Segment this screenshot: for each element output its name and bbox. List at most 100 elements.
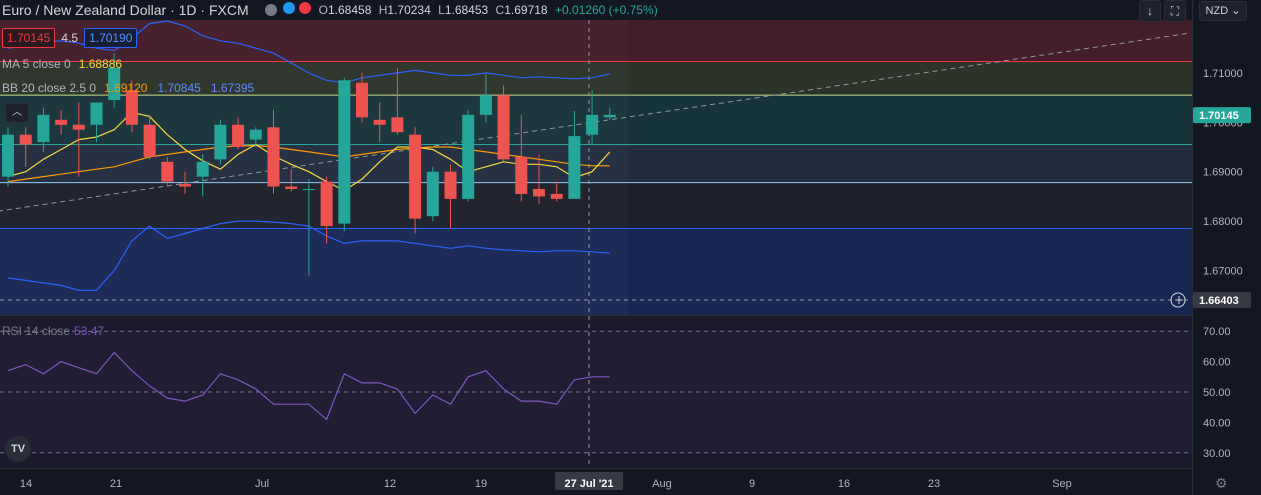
status-dot-3[interactable] (298, 2, 311, 14)
price-tick-label: 1.69000 (1203, 167, 1243, 179)
candle-body (55, 119, 68, 125)
zone-band (0, 20, 1192, 62)
candle-body (143, 124, 156, 157)
candle-body (550, 193, 563, 199)
candle-body (444, 171, 457, 199)
candle-body (515, 156, 528, 194)
bb-upper-value: 1.70845 (157, 81, 201, 95)
high-value: 1.70234 (387, 3, 431, 17)
rsi-tick-label: 50.00 (1203, 387, 1231, 399)
open-label: O (318, 3, 328, 17)
candle-body (426, 171, 439, 217)
close-value: 1.69718 (504, 3, 548, 17)
status-dot-2[interactable] (282, 2, 295, 14)
low-label: L (438, 3, 445, 17)
candle-body (338, 80, 351, 224)
zone-band (0, 228, 1192, 315)
zone-band (0, 61, 1192, 96)
rsi-tick-label: 30.00 (1203, 448, 1231, 460)
time-tick-label: 16 (838, 478, 850, 490)
candle-body (179, 184, 191, 187)
candle-body (462, 114, 475, 199)
candle-body (108, 67, 121, 101)
bb-upper-line (7, 20, 610, 84)
candle-body (285, 186, 298, 189)
settings-gear-icon[interactable]: ⚙ (1215, 475, 1228, 491)
price-tick-label: 1.71000 (1203, 68, 1243, 80)
zone-band (0, 182, 1192, 229)
collapse-legend-icon[interactable]: ︿ (5, 103, 29, 123)
tradingview-logo-icon[interactable]: TV (5, 436, 31, 462)
low-value: 1.68453 (444, 3, 489, 17)
logo-text: TV (10, 443, 26, 455)
crosshair-price-label: 1.66403 (1199, 295, 1239, 307)
buy-button[interactable]: 1.70190 (84, 28, 138, 48)
bb-legend-label: BB 20 close 2.5 0 (2, 81, 97, 95)
candle-body (302, 188, 315, 190)
price-axis-bg (1193, 0, 1261, 495)
rsi-tick-label: 70.00 (1203, 326, 1231, 338)
candle-body (320, 181, 333, 227)
rsi-tick-label: 40.00 (1203, 417, 1231, 429)
candle-body (267, 127, 280, 187)
change-value: +0.01260 (+0.75%) (554, 3, 658, 17)
candle-body (90, 102, 103, 125)
candle-body (37, 114, 50, 143)
close-label: C (495, 3, 505, 17)
fullscreen-icon[interactable]: ⛶ (1164, 0, 1186, 22)
time-tick-label: 19 (475, 478, 487, 490)
candle-body (232, 124, 245, 147)
candle-body (391, 117, 404, 133)
candle-body (409, 134, 422, 219)
time-tick-label: 14 (20, 478, 32, 490)
bb-legend[interactable]: BB 20 close 2.5 0 1.69120 1.70845 1.6739… (2, 81, 256, 95)
time-tick-label: 12 (384, 478, 396, 490)
candle-body (249, 129, 262, 140)
ma-legend-value: 1.68886 (78, 57, 123, 71)
ma-legend-label: MA 5 close 0 (2, 57, 71, 71)
rsi-band (0, 331, 1192, 453)
crosshair-price-box (1193, 292, 1251, 309)
rsi-legend-value: 53.47 (74, 324, 105, 338)
time-tick-label: 23 (928, 478, 940, 490)
currency-select[interactable]: NZD ⌄ (1199, 1, 1247, 21)
candle-body (533, 188, 545, 197)
status-dots (262, 2, 311, 18)
order-panel: 1.70145 4.5 1.70190 (2, 28, 138, 48)
time-tick-label: Aug (652, 478, 672, 490)
crosshair-date-label: 27 Jul '21 (564, 478, 613, 490)
time-tick-label: 21 (110, 478, 122, 490)
candle-body (479, 95, 492, 115)
sell-button[interactable]: 1.70145 (2, 28, 56, 48)
high-label: H (378, 3, 388, 17)
ma5-line (7, 111, 611, 192)
rsi-line (7, 351, 610, 421)
current-price-box (1193, 107, 1251, 124)
chart-header: Euro / New Zealand Dollar · 1D · FXCM O1… (0, 0, 658, 20)
trend-line (0, 32, 1189, 212)
symbol-title[interactable]: Euro / New Zealand Dollar · 1D · FXCM (2, 2, 249, 18)
ma-legend[interactable]: MA 5 close 0 1.68886 (2, 57, 124, 71)
time-tick-label: Jul (255, 478, 269, 490)
add-alert-plus-icon (1170, 292, 1186, 308)
candle-body (497, 95, 510, 160)
current-price-label: 1.70145 (1199, 110, 1239, 122)
candle-body (586, 114, 599, 135)
candle-body (125, 90, 138, 125)
scroll-down-icon[interactable]: ↓ (1139, 0, 1161, 22)
bb-basis-value: 1.69120 (104, 81, 148, 95)
candle-body (603, 114, 616, 118)
open-value: 1.68458 (327, 3, 372, 17)
rsi-tick-label: 60.00 (1203, 357, 1231, 369)
candle-body (161, 161, 174, 182)
price-tick-label: 1.68000 (1203, 216, 1243, 228)
candle-body (2, 134, 14, 177)
status-dot-1[interactable] (262, 2, 279, 18)
candle-body (373, 119, 386, 125)
candle-body (72, 124, 85, 130)
rsi-legend[interactable]: RSI 14 close 53.47 (2, 324, 104, 338)
candle-body (568, 136, 581, 199)
plus-glyph: + (1174, 293, 1184, 307)
